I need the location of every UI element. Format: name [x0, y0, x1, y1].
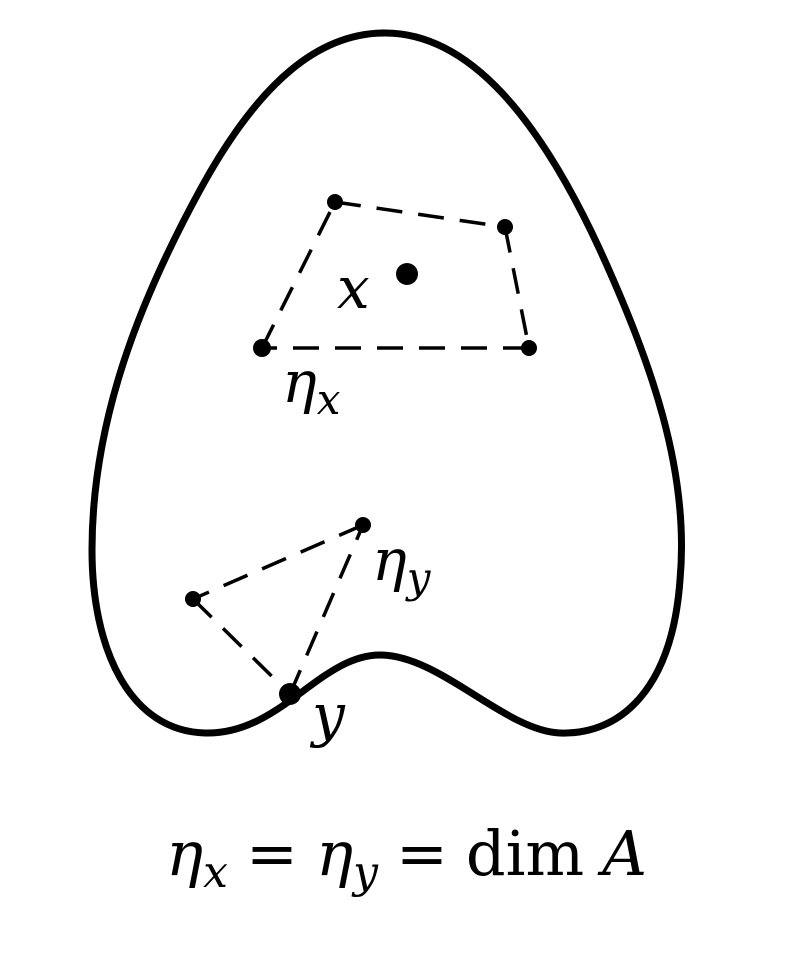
upper-dashed-polygon	[260, 200, 531, 350]
lower-dashed-polygon	[191, 523, 365, 696]
region-boundary	[88, 29, 686, 737]
lower-edge-right	[288, 524, 365, 695]
lower-vertices	[185, 517, 371, 607]
eq-dim: dim	[466, 817, 584, 890]
upper-edge-left	[260, 201, 337, 349]
vertex-top-right	[497, 219, 513, 235]
label-eta-x-sub: x	[317, 375, 341, 424]
label-eta-x: ηx	[282, 348, 341, 424]
eq-sub-1: x	[203, 847, 228, 898]
eq-sub-2: y	[351, 847, 379, 898]
lower-edge-left	[191, 597, 292, 696]
eq-A: A	[597, 817, 647, 890]
label-y: y	[309, 681, 346, 749]
label-eta-x-base: η	[282, 348, 317, 416]
upper-edge-top	[334, 200, 506, 229]
upper-vertices	[253, 194, 537, 357]
point-y	[279, 683, 301, 705]
label-eta-y: ηy	[372, 526, 432, 602]
vertex-bottom-left	[253, 339, 271, 357]
equation: ηx = ηy = dim A	[166, 817, 647, 898]
label-eta-y-sub: y	[405, 553, 432, 602]
eq-equals-1: =	[246, 817, 298, 890]
point-x	[396, 263, 418, 285]
label-x: x	[337, 254, 370, 322]
eq-equals-2: =	[396, 817, 448, 890]
lower-edge-top	[192, 523, 364, 601]
vertex-top-left	[327, 194, 343, 210]
vertex-bottom-right	[521, 340, 537, 356]
eq-eta-1: η	[166, 817, 203, 890]
vertex-eta-y	[355, 517, 371, 533]
upper-edge-right	[503, 226, 531, 349]
label-eta-y-base: η	[372, 526, 407, 594]
vertex-left	[185, 591, 201, 607]
eq-eta-2: η	[316, 817, 353, 890]
